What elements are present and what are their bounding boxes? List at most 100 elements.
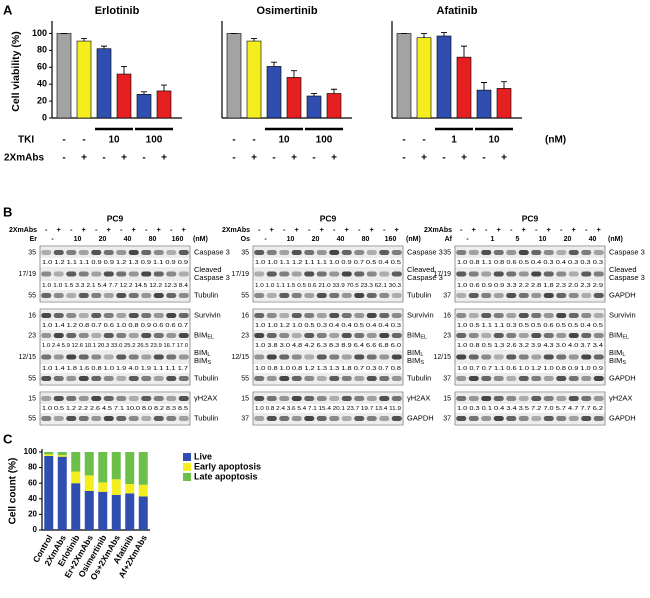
mabs-sign: - bbox=[383, 225, 386, 234]
band bbox=[78, 416, 89, 421]
band bbox=[178, 293, 189, 298]
drug-label: Af bbox=[445, 236, 453, 243]
mabs-sign: + bbox=[331, 153, 337, 164]
band bbox=[354, 313, 365, 318]
band bbox=[543, 271, 554, 277]
quantification: 1.0 0.8 0.5 1.3 2.6 3.2 3.9 4.3 3.0 4.0 … bbox=[457, 343, 603, 349]
mabs-sign: + bbox=[182, 225, 187, 234]
mabs-sign: + bbox=[121, 153, 127, 164]
band bbox=[379, 354, 390, 360]
band bbox=[78, 271, 89, 277]
band bbox=[166, 333, 177, 338]
mabs-sign: - bbox=[460, 225, 463, 234]
band bbox=[266, 250, 277, 255]
band bbox=[141, 416, 152, 421]
mw-marker: 55 bbox=[28, 415, 36, 422]
band bbox=[128, 250, 139, 255]
band bbox=[316, 333, 327, 338]
band bbox=[91, 333, 102, 338]
protein-subscript: S bbox=[420, 360, 424, 366]
band bbox=[341, 354, 352, 360]
dose: 40 bbox=[337, 236, 345, 243]
error-bar bbox=[271, 61, 277, 67]
mabs-sign: + bbox=[395, 225, 400, 234]
band bbox=[291, 313, 302, 318]
error-bar bbox=[141, 91, 147, 95]
band bbox=[493, 376, 504, 381]
band bbox=[53, 333, 64, 338]
band bbox=[556, 293, 567, 298]
protein-label: Tubulin bbox=[194, 413, 218, 422]
dose: 40 bbox=[124, 236, 132, 243]
protein-label: γH2AX bbox=[407, 393, 430, 402]
band bbox=[304, 416, 315, 421]
bar-segment bbox=[111, 479, 121, 495]
mw-marker: 15 bbox=[28, 395, 36, 402]
mw-marker: 12/15 bbox=[433, 354, 451, 361]
band bbox=[41, 376, 52, 381]
band bbox=[41, 271, 52, 277]
protein-label: BIMEL bbox=[407, 330, 427, 340]
y-tick-label: 100 bbox=[24, 447, 38, 456]
band bbox=[279, 396, 290, 401]
mabs-sign: - bbox=[485, 225, 488, 234]
band bbox=[266, 271, 277, 277]
mw-marker: 55 bbox=[241, 292, 249, 299]
protein-name: BIM bbox=[407, 348, 420, 357]
bar-segment bbox=[98, 452, 108, 483]
band bbox=[506, 271, 517, 277]
protein-label: Caspase 3 bbox=[194, 247, 230, 256]
band bbox=[493, 354, 504, 360]
band bbox=[141, 250, 152, 255]
band bbox=[391, 271, 402, 277]
band bbox=[456, 376, 467, 381]
quantification: 1.0 0.8 1.0 0.8 1.2 1.3 1.3 1.8 0.7 0.3 … bbox=[255, 366, 401, 372]
drug-label: Er bbox=[30, 236, 38, 243]
tki-dose: 100 bbox=[316, 135, 333, 146]
band bbox=[279, 293, 290, 298]
error-bar bbox=[121, 65, 127, 75]
band bbox=[354, 416, 365, 421]
band bbox=[329, 271, 340, 277]
band bbox=[481, 354, 492, 360]
y-tick-label: 40 bbox=[28, 494, 37, 503]
band bbox=[141, 271, 152, 277]
band bbox=[78, 293, 89, 298]
quantification: 1.0 0.6 0.9 0.9 3.3 2.2 2.8 1.8 2.3 2.0 … bbox=[457, 283, 603, 289]
protein-label: Tubulin bbox=[407, 290, 431, 299]
mabs-sign: + bbox=[345, 225, 350, 234]
band bbox=[329, 396, 340, 401]
band bbox=[128, 416, 139, 421]
mw-marker: 16 bbox=[28, 312, 36, 319]
band bbox=[103, 396, 114, 401]
band bbox=[556, 313, 567, 318]
band bbox=[531, 333, 542, 338]
blot-strip bbox=[253, 247, 403, 258]
band bbox=[66, 293, 77, 298]
band bbox=[518, 416, 529, 421]
band bbox=[153, 396, 164, 401]
band bbox=[116, 376, 127, 381]
panel-letter: A bbox=[3, 2, 13, 17]
band bbox=[354, 376, 365, 381]
band bbox=[66, 313, 77, 318]
band bbox=[354, 396, 365, 401]
blot-title: PC9 bbox=[522, 213, 539, 223]
protein-name: BIM bbox=[609, 330, 622, 339]
band bbox=[304, 354, 315, 360]
quantification: 1.0 3.8 3.0 4.8 4.2 6.3 8.3 8.9 6.4 6.6 … bbox=[255, 343, 401, 349]
error-bar bbox=[461, 45, 467, 58]
blot-strip bbox=[455, 373, 605, 384]
mw-marker: 37 bbox=[443, 415, 451, 422]
blot-strip bbox=[253, 393, 403, 404]
bar bbox=[226, 33, 242, 119]
blot-frame bbox=[454, 391, 606, 426]
band bbox=[66, 376, 77, 381]
band bbox=[556, 416, 567, 421]
band bbox=[366, 396, 377, 401]
mw-marker: 17/19 bbox=[433, 271, 451, 278]
protein-name: BIM bbox=[407, 356, 420, 365]
dose: 10 bbox=[539, 236, 547, 243]
mw-marker: 23 bbox=[28, 332, 36, 339]
band bbox=[178, 376, 189, 381]
